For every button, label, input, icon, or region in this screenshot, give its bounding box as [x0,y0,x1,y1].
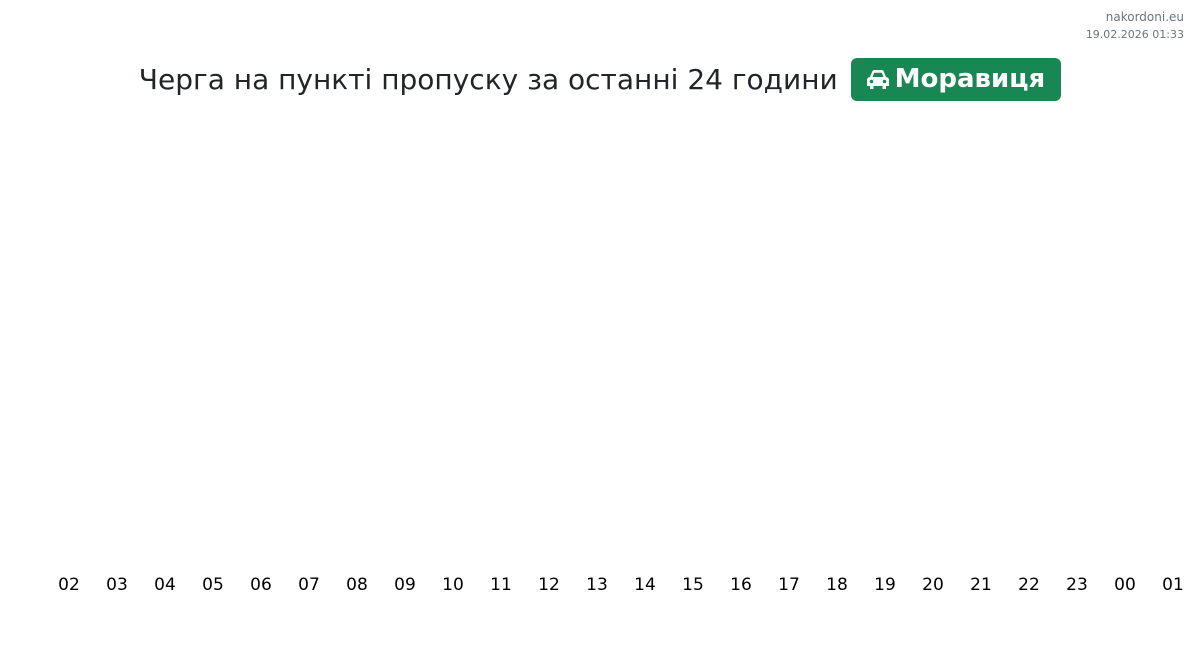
site-name: nakordoni.eu [1105,10,1184,24]
x-tick-label: 20 [922,575,944,595]
x-tick-label: 16 [730,575,752,595]
x-tick-label: 04 [154,575,176,595]
checkpoint-name: Моравиця [894,64,1046,94]
x-tick-label: 10 [442,575,464,595]
x-tick-label: 17 [778,575,800,595]
x-tick-label: 19 [874,575,896,595]
timestamp: 19.02.2026 01:33 [1085,28,1184,41]
x-tick-label: 08 [346,575,368,595]
page-title: Черга на пункті пропуску за останні 24 г… [0,58,1200,101]
x-tick-label: 23 [1066,575,1088,595]
x-tick-label: 09 [394,575,416,595]
x-tick-label: 02 [58,575,80,595]
x-tick-label: 01 [1162,575,1184,595]
x-tick-label: 13 [586,575,608,595]
x-tick-label: 18 [826,575,848,595]
x-tick-label: 11 [490,575,512,595]
brand: nakordoni.eu 19.02.2026 01:33 [1086,9,1184,43]
checkpoint-badge[interactable]: Моравиця [850,58,1062,101]
x-tick-label: 00 [1114,575,1136,595]
x-tick-label: 21 [970,575,992,595]
title-text: Черга на пункті пропуску за останні 24 г… [138,63,838,96]
x-tick-label: 12 [538,575,560,595]
x-tick-label: 03 [106,575,128,595]
car-icon [866,70,889,89]
x-tick-label: 14 [634,575,656,595]
x-tick-label: 22 [1018,575,1040,595]
x-tick-label: 06 [250,575,272,595]
x-tick-label: 05 [202,575,224,595]
x-tick-label: 07 [298,575,320,595]
x-tick-label: 15 [682,575,704,595]
queue-chart: 02 03 04 05 06 07 08 09 10 11 12 13 14 15 16 17 18 19 20 21… [58,575,1184,595]
